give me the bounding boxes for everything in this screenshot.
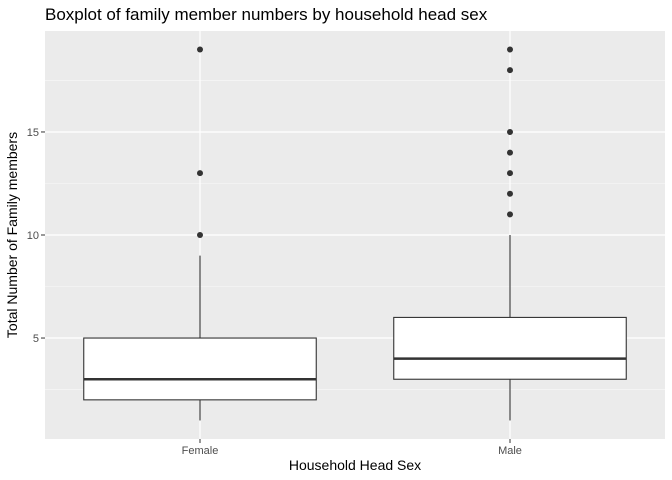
y-axis-title: Total Number of Family members (4, 132, 20, 338)
outlier-point (197, 46, 203, 53)
box-marks (83, 46, 627, 421)
y-tick-label: 5 (33, 333, 39, 345)
x-tick-label: Female (182, 445, 219, 457)
x-tick-label: Male (498, 445, 522, 457)
x-axis-title: Household Head Sex (289, 457, 421, 473)
outlier-point (507, 211, 513, 218)
outlier-point (507, 170, 513, 177)
box-iqr (83, 337, 317, 401)
chart-title: Boxplot of family member numbers by hous… (45, 5, 488, 24)
outlier-point (507, 128, 513, 135)
x-axis-ticks: Female Male (182, 439, 522, 457)
outlier-point (197, 232, 203, 238)
box-iqr (393, 316, 627, 380)
outlier-point (507, 67, 513, 74)
y-tick-label: 10 (27, 230, 39, 242)
outlier-point (507, 190, 513, 197)
outlier-point (507, 46, 513, 53)
y-tick-label: 15 (27, 127, 39, 139)
outlier-point (507, 149, 513, 156)
outlier-point (197, 170, 203, 177)
y-axis-ticks: 5 10 15 (27, 127, 45, 345)
